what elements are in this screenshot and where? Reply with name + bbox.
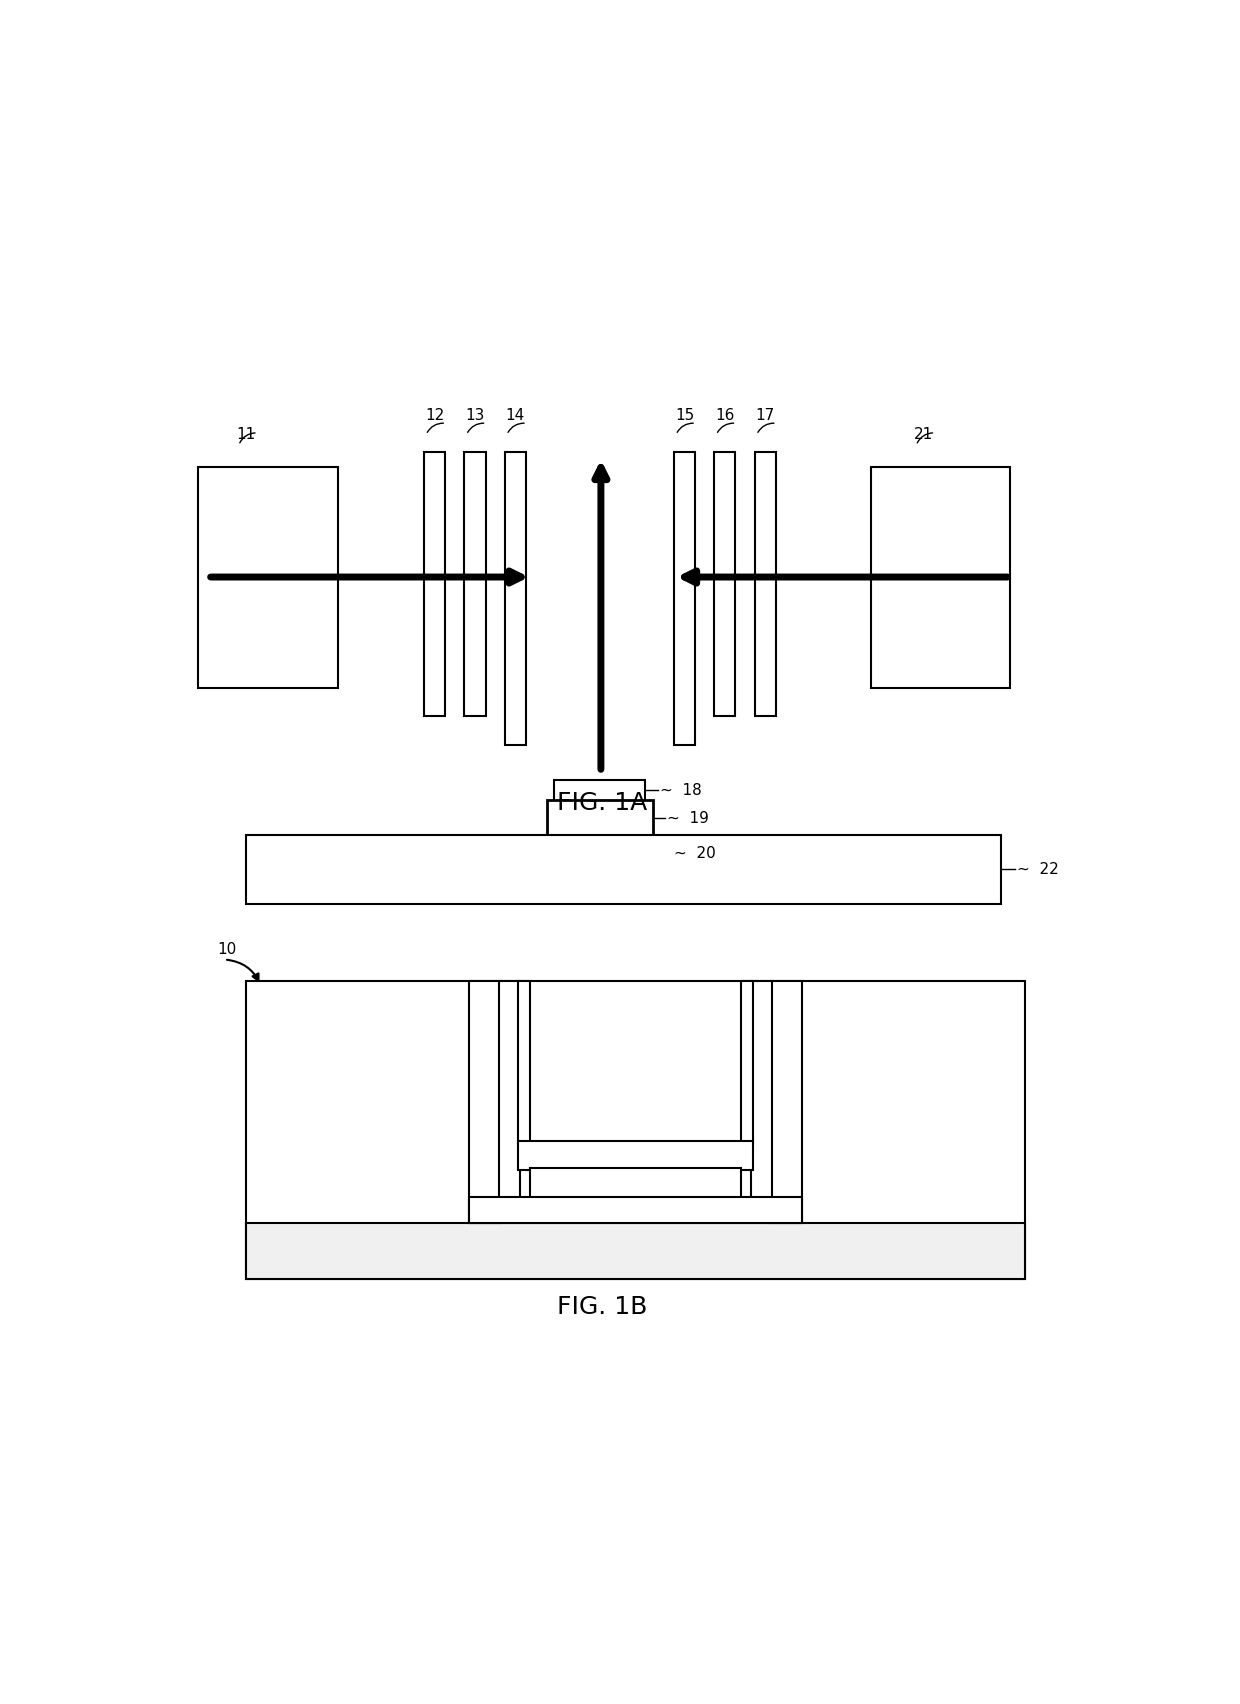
Bar: [770, 980, 802, 1223]
Bar: [714, 452, 735, 716]
Bar: [469, 980, 501, 1223]
Bar: [518, 1142, 753, 1171]
Bar: [469, 1196, 802, 1223]
Bar: [247, 835, 1001, 903]
Text: 16: 16: [715, 409, 734, 423]
Text: FIG. 1B: FIG. 1B: [557, 1295, 647, 1319]
Bar: [751, 980, 773, 1200]
Text: 14: 14: [506, 409, 525, 423]
Bar: [518, 980, 529, 1143]
Text: ~  18: ~ 18: [660, 782, 702, 797]
Bar: [247, 1223, 1024, 1278]
Bar: [498, 980, 521, 1200]
Bar: [870, 467, 1011, 687]
Bar: [529, 1167, 742, 1200]
Bar: [539, 838, 660, 871]
Text: 21: 21: [914, 428, 934, 443]
Bar: [554, 780, 645, 801]
Text: 13: 13: [465, 409, 485, 423]
Text: FIG. 1A: FIG. 1A: [557, 791, 647, 815]
Bar: [424, 452, 445, 716]
Bar: [198, 467, 337, 687]
Bar: [755, 452, 776, 716]
Text: ~  19: ~ 19: [667, 811, 709, 826]
Text: 10: 10: [217, 942, 237, 956]
Bar: [465, 452, 486, 716]
Text: ~  22: ~ 22: [1017, 862, 1059, 876]
Text: 12: 12: [425, 409, 444, 423]
Bar: [247, 980, 1024, 1278]
Bar: [547, 799, 652, 837]
Text: 15: 15: [675, 409, 694, 423]
Text: ~  20: ~ 20: [675, 847, 715, 861]
Bar: [742, 980, 753, 1143]
Bar: [675, 452, 696, 745]
Bar: [505, 452, 526, 745]
Text: 17: 17: [755, 409, 775, 423]
Text: 11: 11: [237, 428, 255, 443]
